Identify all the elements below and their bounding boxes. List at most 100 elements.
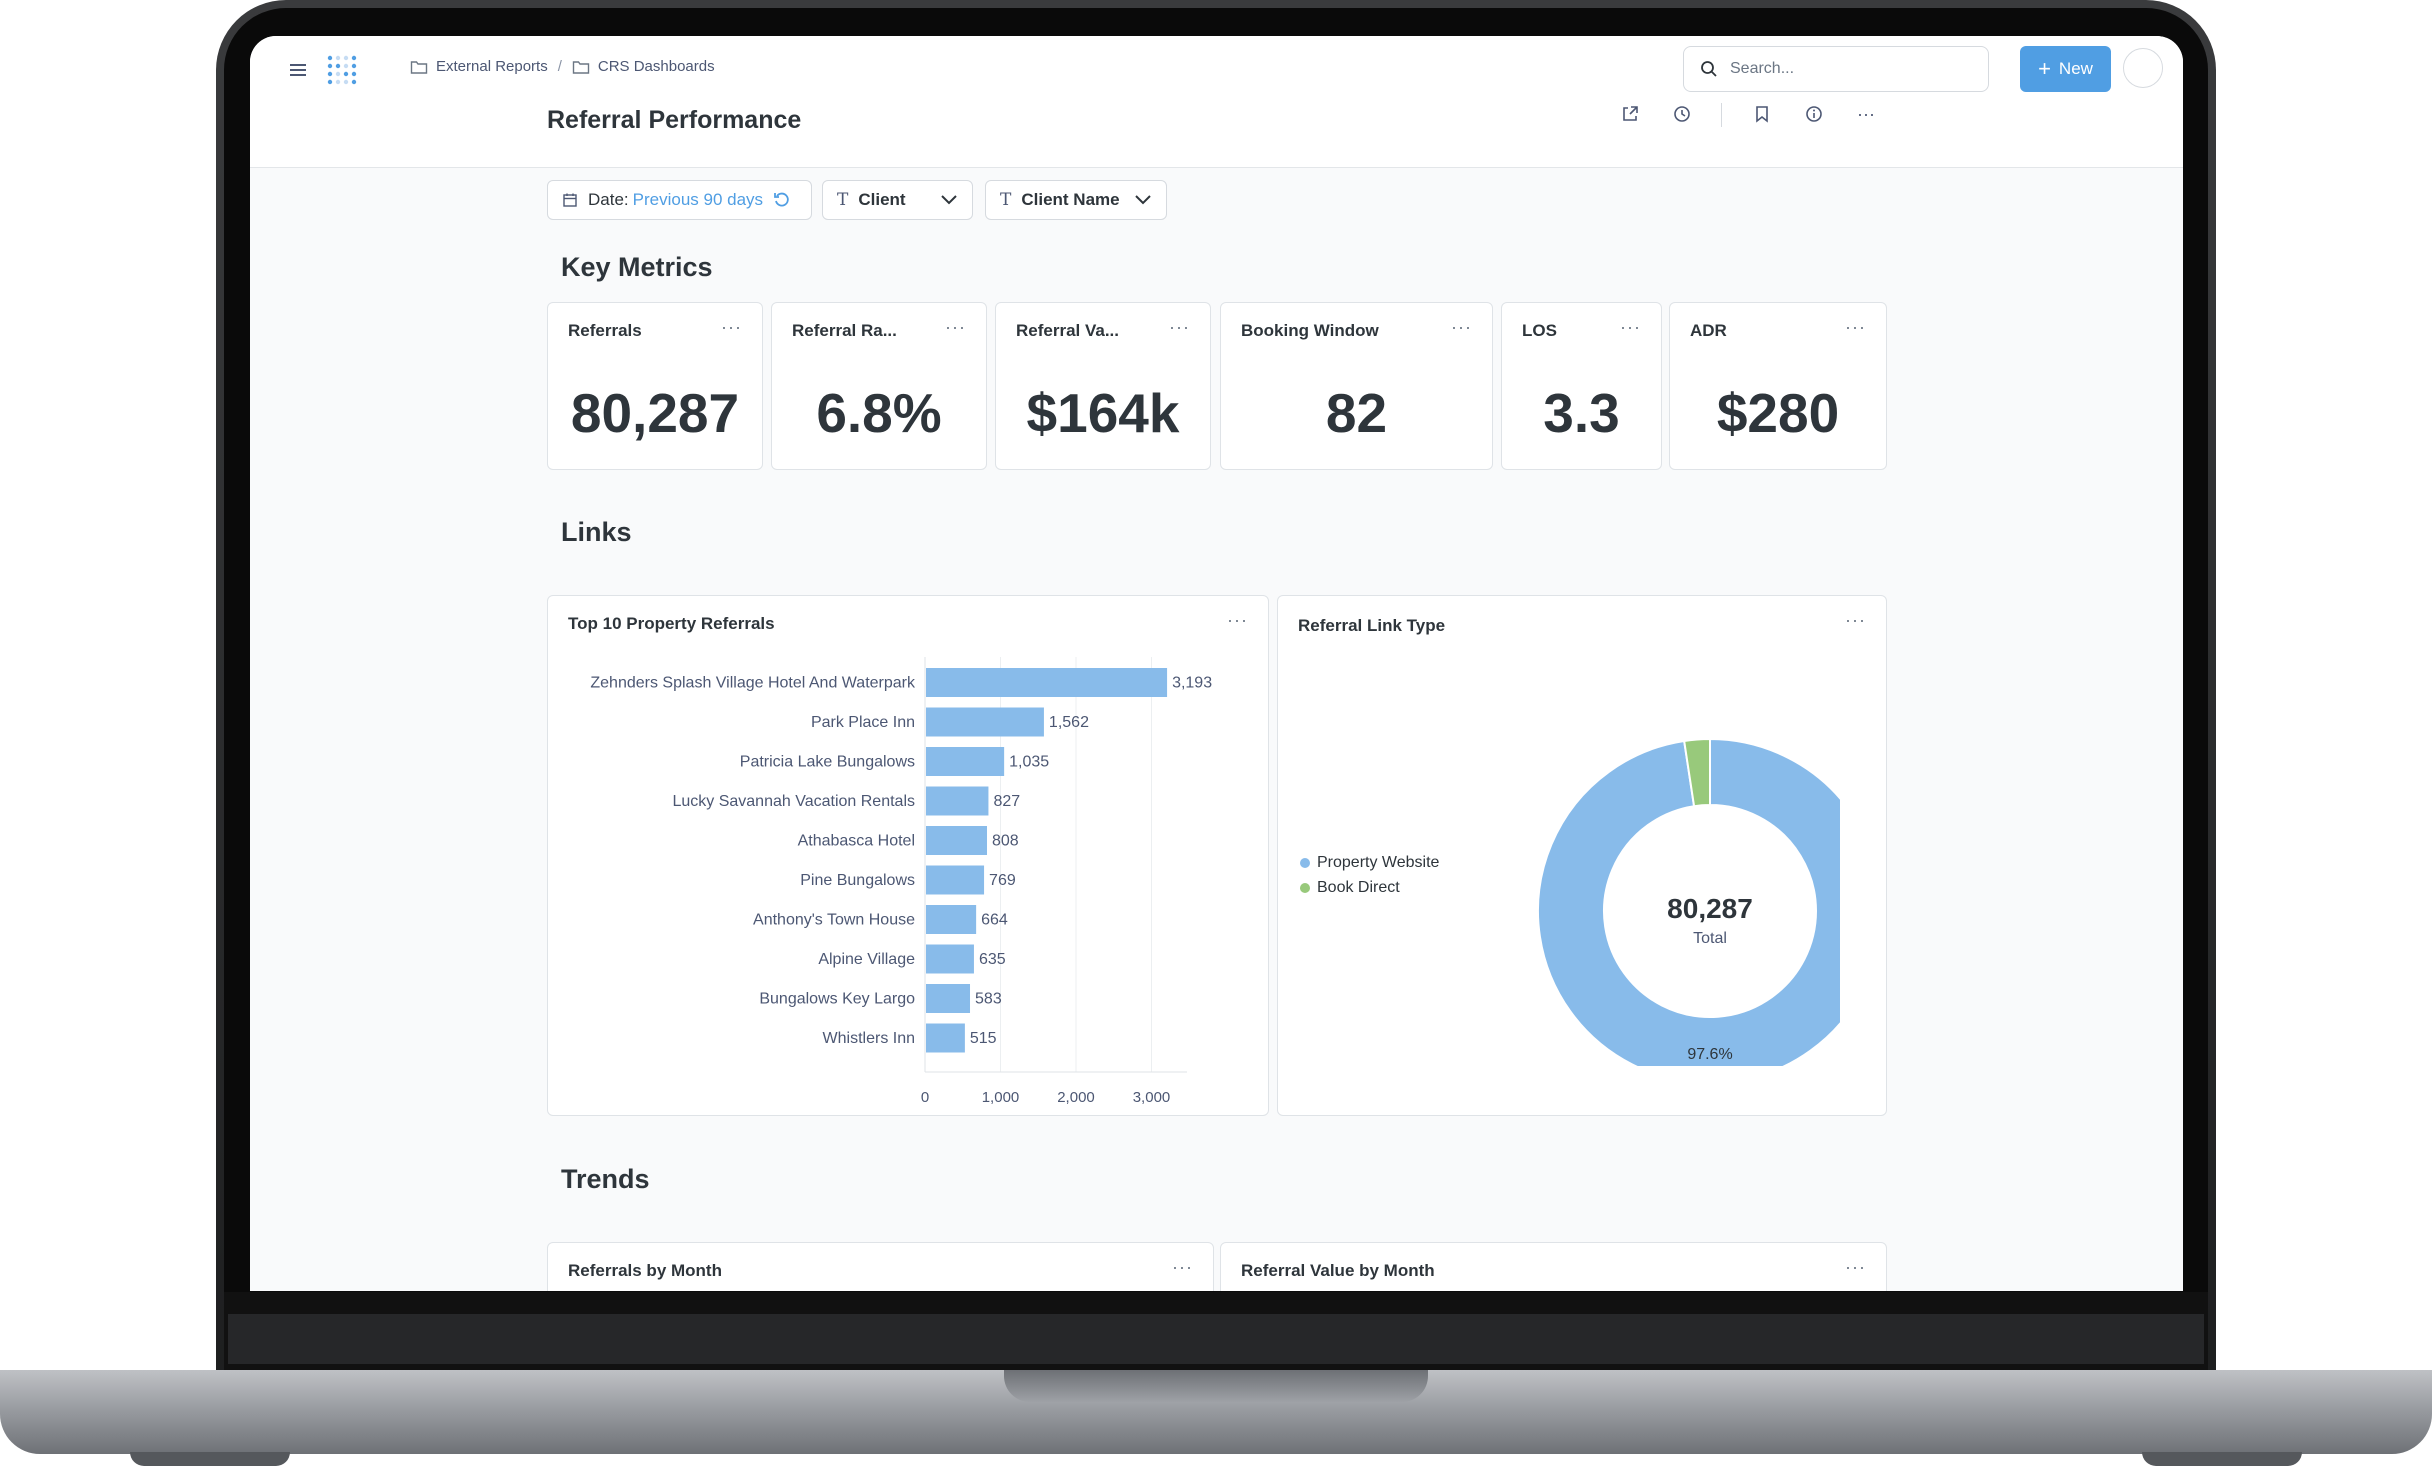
folder-icon bbox=[572, 60, 590, 74]
category-label: Alpine Village bbox=[818, 951, 915, 968]
card-menu-icon[interactable]: ··· bbox=[1169, 317, 1190, 337]
category-label: Lucky Savannah Vacation Rentals bbox=[672, 793, 915, 810]
metric-card-referral-rate[interactable]: Referral Ra... ··· 6.8% bbox=[771, 302, 987, 470]
date-filter[interactable]: Date: Previous 90 days bbox=[547, 180, 812, 220]
chevron-down-icon bbox=[941, 195, 957, 205]
breadcrumb-label: External Reports bbox=[436, 58, 548, 75]
client-name-filter-label: Client Name bbox=[1021, 190, 1120, 209]
value-label: 1,035 bbox=[1009, 754, 1049, 771]
bar[interactable] bbox=[926, 707, 1044, 737]
card-title: Referral Link Type bbox=[1298, 616, 1446, 635]
bar[interactable] bbox=[926, 826, 988, 855]
date-filter-value: Previous 90 days bbox=[632, 190, 764, 209]
section-heading-links: Links bbox=[561, 517, 632, 547]
legend-label: Book Direct bbox=[1317, 878, 1400, 896]
folder-icon bbox=[410, 60, 428, 74]
value-label: 769 bbox=[989, 872, 1016, 889]
legend-item-book-direct[interactable]: Book Direct bbox=[1300, 875, 1439, 900]
legend-dot bbox=[1300, 857, 1310, 868]
date-filter-label: Date: bbox=[588, 190, 629, 209]
metric-card-referrals[interactable]: Referrals ··· 80,287 bbox=[547, 302, 763, 470]
breadcrumb-label: CRS Dashboards bbox=[597, 58, 715, 75]
card-menu-icon[interactable]: ··· bbox=[1845, 1257, 1866, 1277]
search-input[interactable] bbox=[1730, 60, 1960, 78]
metric-value: $164k bbox=[1026, 382, 1180, 444]
avatar[interactable] bbox=[2123, 48, 2163, 88]
metric-card-referral-value[interactable]: Referral Va... ··· $164k bbox=[995, 302, 1211, 470]
breadcrumb-item-external-reports[interactable]: External Reports bbox=[410, 58, 548, 75]
card-title: Booking Window bbox=[1241, 321, 1379, 340]
metric-value: $280 bbox=[1716, 382, 1840, 444]
donut-legend: Property Website Book Direct bbox=[1300, 850, 1439, 900]
metabase-logo-icon[interactable] bbox=[326, 54, 362, 86]
card-menu-icon[interactable]: ··· bbox=[1451, 317, 1472, 337]
metric-card-booking-window[interactable]: Booking Window ··· 82 bbox=[1220, 302, 1493, 470]
reset-icon[interactable] bbox=[773, 191, 791, 209]
card-menu-icon[interactable]: ··· bbox=[1227, 610, 1248, 630]
card-menu-icon[interactable]: ··· bbox=[721, 317, 742, 337]
card-menu-icon[interactable]: ··· bbox=[945, 317, 966, 337]
share-icon[interactable] bbox=[1619, 103, 1641, 125]
client-filter[interactable]: T Client bbox=[822, 180, 973, 220]
bar[interactable] bbox=[926, 747, 1005, 776]
bookmark-icon[interactable] bbox=[1751, 103, 1773, 125]
actions-divider bbox=[1721, 103, 1722, 127]
text-type-icon: T bbox=[837, 190, 849, 210]
bar[interactable] bbox=[926, 944, 974, 974]
app-screen: External Reports / CRS Dashboards Referr… bbox=[250, 36, 2183, 1291]
category-label: Bungalows Key Largo bbox=[759, 991, 915, 1008]
value-label: 827 bbox=[993, 793, 1020, 810]
metric-card-adr[interactable]: ADR ··· $280 bbox=[1669, 302, 1887, 470]
category-label: Athabasca Hotel bbox=[798, 833, 915, 850]
card-title: Referrals bbox=[568, 321, 642, 340]
x-tick-label: 0 bbox=[921, 1089, 929, 1106]
history-icon[interactable] bbox=[1671, 103, 1693, 125]
card-menu-icon[interactable]: ··· bbox=[1845, 610, 1866, 630]
card-title: Top 10 Property Referrals bbox=[568, 614, 775, 633]
donut-center-label: Total bbox=[1693, 930, 1727, 947]
value-label: 583 bbox=[975, 991, 1002, 1008]
category-label: Anthony's Town House bbox=[753, 912, 915, 929]
metric-value: 82 bbox=[1325, 382, 1388, 444]
bar[interactable] bbox=[926, 905, 977, 934]
client-name-filter[interactable]: T Client Name bbox=[985, 180, 1167, 220]
value-label: 1,562 bbox=[1049, 714, 1089, 731]
bar[interactable] bbox=[926, 865, 985, 895]
metric-card-los[interactable]: LOS ··· 3.3 bbox=[1501, 302, 1662, 470]
breadcrumb-separator: / bbox=[557, 58, 562, 75]
referral-link-type-donut: 80,287 Total 97.6% bbox=[1537, 737, 1840, 1066]
category-label: Pine Bungalows bbox=[800, 872, 915, 889]
metric-value: 80,287 bbox=[570, 382, 740, 444]
card-title: ADR bbox=[1690, 321, 1727, 340]
category-label: Patricia Lake Bungalows bbox=[740, 754, 915, 771]
category-label: Zehnders Splash Village Hotel And Waterp… bbox=[590, 675, 916, 692]
text-type-icon: T bbox=[1000, 190, 1012, 210]
breadcrumb-item-crs-dashboards[interactable]: CRS Dashboards bbox=[572, 58, 715, 75]
bar[interactable] bbox=[926, 1023, 965, 1053]
top-property-referrals-chart: 0 1,000 2,000 3,000 Zehnders Splash Village … bbox=[590, 657, 1212, 1106]
info-icon[interactable] bbox=[1803, 103, 1825, 125]
donut-slice[interactable] bbox=[1683, 737, 1711, 808]
legend-item-property-website[interactable]: Property Website bbox=[1300, 850, 1439, 875]
bar[interactable] bbox=[926, 786, 989, 816]
bar[interactable] bbox=[926, 668, 1168, 697]
more-options-icon[interactable]: ··· bbox=[1857, 103, 1875, 124]
card-menu-icon[interactable]: ··· bbox=[1172, 1257, 1193, 1277]
card-title: Referral Value by Month bbox=[1241, 1261, 1435, 1280]
bar[interactable] bbox=[926, 984, 971, 1013]
calendar-icon bbox=[563, 193, 577, 207]
card-menu-icon[interactable]: ··· bbox=[1845, 317, 1866, 337]
search-box[interactable] bbox=[1683, 46, 1989, 92]
referral-value-by-month-card[interactable]: Referral Value by Month ··· bbox=[1220, 1242, 1887, 1291]
value-label: 515 bbox=[970, 1030, 997, 1047]
hamburger-menu-icon[interactable] bbox=[288, 60, 308, 80]
trackpad-notch bbox=[1004, 1370, 1428, 1402]
client-filter-label: Client bbox=[858, 190, 906, 209]
card-title: Referrals by Month bbox=[568, 1261, 722, 1280]
card-menu-icon[interactable]: ··· bbox=[1620, 317, 1641, 337]
new-button[interactable]: + New bbox=[2020, 46, 2111, 92]
chevron-down-icon bbox=[1135, 195, 1151, 205]
legend-dot bbox=[1300, 882, 1310, 893]
referrals-by-month-card[interactable]: Referrals by Month ··· bbox=[547, 1242, 1214, 1291]
donut-slice[interactable] bbox=[1537, 737, 1840, 1066]
